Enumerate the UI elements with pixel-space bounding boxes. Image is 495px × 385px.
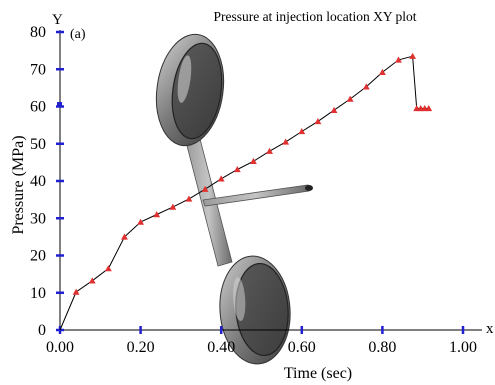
data-point: [362, 83, 370, 90]
panel-label: (a): [70, 27, 86, 42]
y-tick-label: 0: [38, 322, 46, 339]
data-point: [153, 211, 161, 218]
data-point: [282, 138, 290, 145]
x-axis-title: Time (sec): [284, 365, 352, 382]
data-point: [379, 68, 386, 75]
data-point: [298, 128, 306, 135]
y-tick-label: 60: [30, 99, 46, 116]
x-tick-label: 0.20: [127, 339, 155, 356]
y-tick-label: 20: [30, 248, 46, 265]
data-point: [314, 118, 322, 125]
device-disc-top: [155, 33, 225, 147]
x-tick-label: 1.00: [449, 339, 477, 356]
data-point: [346, 95, 354, 102]
chart-title: Pressure at injection location XY plot: [213, 9, 416, 24]
data-point: [88, 277, 96, 284]
data-point: [72, 288, 80, 295]
y-tick-label: 70: [30, 61, 46, 78]
x-ticks: 0.00 0.20 0.40 0.60 0.80 1.00: [46, 326, 477, 356]
data-point: [169, 203, 177, 210]
data-point: [137, 218, 144, 225]
y-tick-label: 80: [30, 24, 46, 41]
y-axis-letter: Y: [52, 12, 63, 28]
y-tick-label: 30: [30, 210, 46, 227]
data-point: [104, 265, 112, 272]
series-layer: [59, 52, 433, 331]
data-point: [121, 233, 128, 240]
device-rod-tip: [305, 185, 313, 191]
x-axis-letter: x: [486, 321, 494, 337]
device-disc-bottom: [219, 255, 291, 365]
x-tick-label: 0.00: [46, 339, 74, 356]
data-point: [185, 195, 193, 202]
x-tick-label: 0.40: [207, 339, 235, 356]
data-point: [233, 166, 241, 173]
data-point: [217, 175, 225, 182]
y-axis-marker: [57, 102, 62, 106]
x-tick-label: 0.60: [288, 339, 316, 356]
y-tick-label: 10: [30, 285, 46, 302]
y-axis-title: Pressure (MPa): [10, 135, 27, 234]
data-point: [330, 106, 338, 113]
y-ticks: 0 10 20 30 40 50 60 70 80: [30, 24, 64, 339]
data-point: [250, 157, 257, 164]
x-tick-label: 0.80: [368, 339, 396, 356]
data-point: [409, 52, 417, 59]
data-point: [266, 147, 273, 154]
data-point: [395, 56, 402, 63]
data-point: [425, 104, 433, 112]
y-tick-label: 40: [30, 173, 46, 190]
data-point: [201, 185, 209, 192]
device-model-icon: [155, 33, 313, 365]
device-rod-branch: [202, 184, 310, 207]
y-tick-label: 50: [30, 136, 46, 153]
